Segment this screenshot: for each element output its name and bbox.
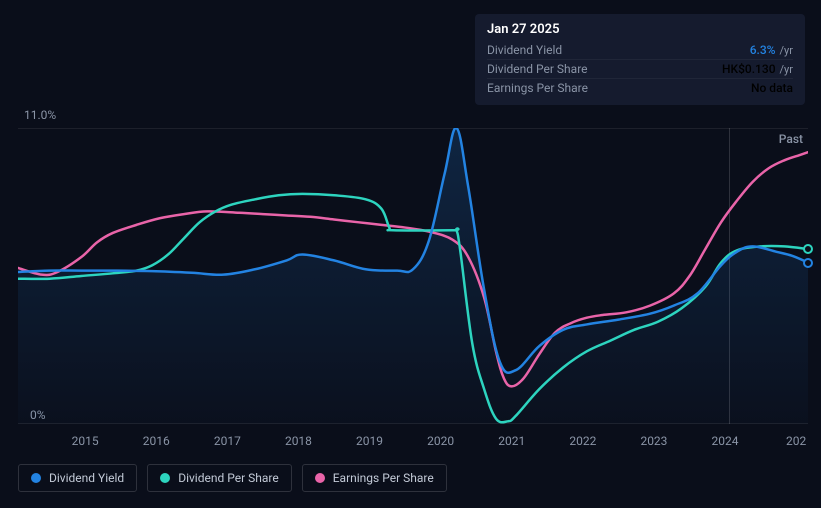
- x-tick-label: 2019: [356, 434, 383, 448]
- x-tick-label: 2018: [285, 434, 312, 448]
- legend-item-dividend-yield[interactable]: Dividend Yield: [18, 464, 137, 492]
- tooltip-row-dps: Dividend Per Share HK$0.130 /yr: [487, 60, 793, 79]
- tooltip-unit: /yr: [780, 63, 793, 76]
- chart-tooltip: Jan 27 2025 Dividend Yield 6.3% /yr Divi…: [475, 14, 805, 105]
- x-tick-label: 2015: [72, 434, 99, 448]
- x-tick-label: 2024: [712, 434, 739, 448]
- legend-label: Dividend Yield: [49, 471, 124, 485]
- tooltip-value: 6.3%: [750, 43, 776, 57]
- legend-item-dividend-per-share[interactable]: Dividend Per Share: [147, 464, 292, 492]
- legend-dot: [160, 473, 170, 483]
- legend: Dividend Yield Dividend Per Share Earnin…: [18, 464, 447, 492]
- chart-area[interactable]: [18, 128, 808, 424]
- end-marker-dividend-yield: [803, 258, 813, 268]
- x-tick-label: 2016: [143, 434, 170, 448]
- legend-label: Dividend Per Share: [178, 471, 279, 485]
- tooltip-row-yield: Dividend Yield 6.3% /yr: [487, 41, 793, 60]
- tooltip-value: HK$0.130: [722, 62, 776, 76]
- tooltip-value: No data: [751, 81, 793, 95]
- legend-dot: [315, 473, 325, 483]
- legend-label: Earnings Per Share: [333, 471, 434, 485]
- tooltip-label: Earnings Per Share: [487, 81, 588, 95]
- x-tick-label: 2017: [214, 434, 241, 448]
- chart-svg: [18, 128, 808, 424]
- x-tick-label: 202: [786, 434, 806, 448]
- tooltip-unit: /yr: [780, 44, 793, 57]
- legend-item-earnings-per-share[interactable]: Earnings Per Share: [302, 464, 447, 492]
- tooltip-label: Dividend Per Share: [487, 62, 588, 76]
- end-marker-dividend-per-share: [803, 244, 813, 254]
- x-tick-label: 2020: [427, 434, 454, 448]
- tooltip-row-eps: Earnings Per Share No data: [487, 79, 793, 97]
- legend-dot: [31, 473, 41, 483]
- x-tick-label: 2023: [640, 434, 667, 448]
- x-tick-label: 2022: [569, 434, 596, 448]
- y-axis-max-label: 11.0%: [24, 108, 56, 122]
- tooltip-date: Jan 27 2025: [487, 22, 793, 41]
- tooltip-label: Dividend Yield: [487, 43, 562, 57]
- x-tick-label: 2021: [498, 434, 525, 448]
